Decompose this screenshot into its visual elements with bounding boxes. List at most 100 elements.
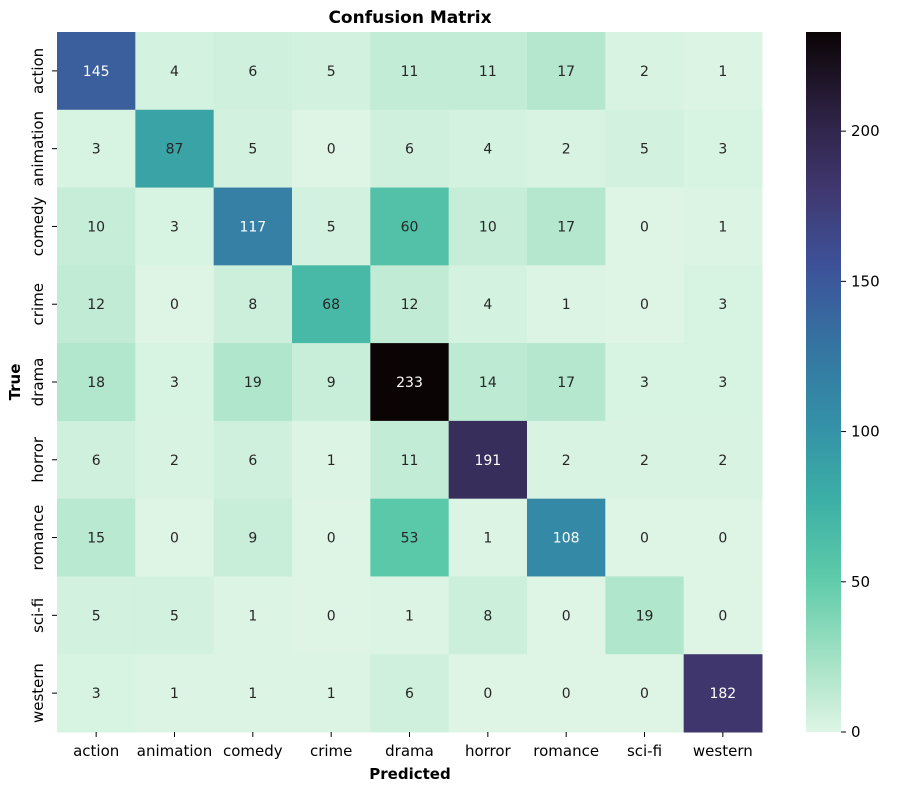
cell-value-label: 6 <box>248 453 257 469</box>
cell-value-label: 0 <box>718 531 727 547</box>
cell-value-label: 18 <box>87 375 105 391</box>
heatmap-cell <box>135 32 215 111</box>
cell-value-label: 0 <box>327 608 336 624</box>
cell-value-label: 8 <box>248 297 257 313</box>
heatmap-cell <box>135 343 215 422</box>
cell-value-label: 15 <box>87 531 105 547</box>
cell-value-label: 3 <box>170 219 179 235</box>
cell-value-label: 11 <box>401 64 419 80</box>
y-axis-ticks: action animation comedy crime drama horror rom… <box>29 48 57 723</box>
y-tick-label: sci-fi <box>29 598 47 633</box>
cell-value-label: 11 <box>479 64 497 80</box>
cell-value-label: 233 <box>396 375 423 391</box>
heatmap-cell <box>448 265 528 344</box>
cell-value-label: 6 <box>405 686 414 702</box>
heatmap-cell <box>527 109 606 189</box>
cell-value-label: 1 <box>483 531 492 547</box>
cell-value-label: 3 <box>718 375 727 391</box>
colorbar-tick-label: 200 <box>851 122 880 140</box>
cell-value-label: 14 <box>479 375 497 391</box>
heatmap-cell <box>527 187 606 266</box>
cell-value-label: 9 <box>248 531 257 547</box>
colorbar-tick-label: 50 <box>851 573 870 591</box>
cell-value-label: 5 <box>92 608 101 624</box>
heatmap-cell <box>292 187 371 266</box>
heatmap-cell <box>527 420 606 500</box>
y-tick-label: animation <box>29 111 47 186</box>
heatmap-cell <box>57 576 136 655</box>
heatmap-cell <box>683 32 763 111</box>
cell-value-label: 5 <box>170 608 179 624</box>
x-tick-label: romance <box>533 742 599 760</box>
heatmap-cell <box>370 32 450 111</box>
heatmap-cell <box>135 109 215 189</box>
heatmap-cell <box>448 343 528 422</box>
heatmap-cell <box>605 420 685 500</box>
y-tick-label: drama <box>29 358 47 407</box>
cell-value-label: 3 <box>170 375 179 391</box>
heatmap-cell <box>57 265 136 344</box>
heatmap-cell <box>213 343 293 422</box>
heatmap-cell <box>292 576 371 655</box>
x-tick-label: drama <box>385 742 434 760</box>
cell-value-label: 17 <box>557 375 575 391</box>
heatmap-cell <box>605 187 685 266</box>
cell-value-label: 0 <box>640 219 649 235</box>
heatmap-cell <box>57 420 136 500</box>
heatmap-cell <box>57 32 136 111</box>
heatmap-cell <box>527 654 606 733</box>
cell-value-label: 1 <box>562 297 571 313</box>
heatmap-cell <box>683 498 763 577</box>
y-tick-label: action <box>29 48 47 94</box>
cell-value-label: 3 <box>92 142 101 158</box>
cell-value-label: 2 <box>640 453 649 469</box>
heatmap-cell <box>213 576 293 655</box>
heatmap-cell <box>605 265 685 344</box>
x-axis-ticks: action animation comedy crime drama horror rom… <box>73 732 753 760</box>
heatmap-cell <box>605 343 685 422</box>
heatmap-cell <box>448 498 528 577</box>
cell-value-label: 0 <box>483 686 492 702</box>
heatmap-cell <box>213 32 293 111</box>
cell-value-label: 3 <box>718 297 727 313</box>
heatmap-cell <box>448 576 528 655</box>
cell-value-label: 1 <box>405 608 414 624</box>
cell-value-label: 60 <box>401 219 419 235</box>
y-tick-label: comedy <box>29 196 47 256</box>
heatmap-cell <box>527 343 606 422</box>
heatmap-cell <box>292 343 371 422</box>
heatmap-cell <box>213 187 293 266</box>
x-tick-label: sci-fi <box>627 742 662 760</box>
colorbar <box>806 32 841 732</box>
cell-value-label: 4 <box>483 142 492 158</box>
cell-value-label: 4 <box>483 297 492 313</box>
cell-value-label: 191 <box>474 453 501 469</box>
heatmap-cell <box>527 576 606 655</box>
cell-value-label: 0 <box>327 142 336 158</box>
colorbar-ticks: 0 50 100 150 200 <box>841 122 880 741</box>
cell-value-label: 182 <box>709 686 736 702</box>
heatmap-cell <box>683 109 763 189</box>
cell-value-label: 11 <box>401 453 419 469</box>
cell-value-label: 53 <box>401 531 419 547</box>
heatmap-cell <box>370 654 450 733</box>
cell-value-label: 0 <box>640 297 649 313</box>
cell-value-label: 1 <box>170 686 179 702</box>
y-tick-label: western <box>29 663 47 723</box>
heatmap-cell <box>683 343 763 422</box>
cell-value-label: 1 <box>248 686 257 702</box>
heatmap-cell <box>213 265 293 344</box>
cell-value-label: 0 <box>562 608 571 624</box>
cell-value-label: 6 <box>405 142 414 158</box>
heatmap-cell <box>605 654 685 733</box>
cell-value-label: 10 <box>479 219 497 235</box>
cell-value-label: 12 <box>401 297 419 313</box>
x-tick-label: western <box>693 742 753 760</box>
heatmap-cell <box>527 32 606 111</box>
colorbar-tick-label: 0 <box>851 723 861 741</box>
cell-value-label: 0 <box>170 531 179 547</box>
heatmap-cell <box>57 498 136 577</box>
heatmap-cell <box>683 576 763 655</box>
heatmap-cell <box>370 109 450 189</box>
